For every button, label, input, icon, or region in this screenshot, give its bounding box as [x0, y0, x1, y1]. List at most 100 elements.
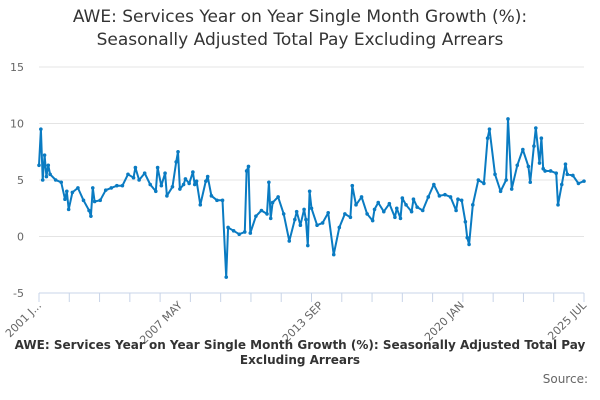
data-point	[348, 215, 353, 220]
data-point	[165, 194, 169, 198]
data-point	[205, 174, 210, 179]
data-point	[493, 172, 497, 177]
data-point	[231, 229, 236, 233]
data-point	[267, 180, 271, 185]
data-point	[103, 188, 108, 192]
data-point	[556, 203, 560, 207]
data-point	[265, 212, 269, 216]
data-point	[126, 172, 130, 177]
data-point	[563, 162, 568, 166]
data-point	[281, 212, 286, 216]
data-point	[532, 144, 536, 148]
data-point	[548, 169, 553, 173]
data-point	[37, 163, 41, 168]
data-point	[246, 164, 251, 169]
data-point	[259, 208, 264, 213]
data-point	[198, 203, 203, 207]
data-point	[81, 198, 86, 203]
data-point	[537, 161, 542, 165]
data-point	[115, 183, 119, 188]
data-point	[187, 181, 191, 186]
data-point	[204, 179, 208, 183]
data-point	[506, 117, 510, 121]
data-point	[305, 243, 310, 248]
data-point	[343, 212, 347, 216]
y-tick-label: 0	[17, 231, 24, 244]
data-point	[163, 171, 167, 176]
data-point	[420, 208, 425, 213]
x-tick-label: 2020 JAN	[422, 299, 467, 344]
data-point	[237, 232, 242, 237]
data-point	[337, 225, 342, 230]
data-point	[48, 172, 52, 177]
data-point	[394, 206, 399, 211]
data-point	[354, 203, 358, 207]
data-point	[365, 212, 369, 216]
chart-title-line-2: Seasonally Adjusted Total Pay Excluding …	[96, 30, 504, 50]
data-point	[155, 165, 160, 170]
data-point	[220, 198, 225, 203]
data-point	[400, 196, 405, 200]
data-point	[320, 221, 325, 225]
data-point	[409, 209, 414, 214]
data-point	[432, 182, 436, 187]
data-point	[159, 183, 164, 188]
data-point	[509, 187, 514, 191]
data-point	[53, 178, 58, 182]
y-tick-label: 10	[10, 118, 24, 131]
legend-item[interactable]: AWE: Services Year on Year Single Month …	[14, 338, 586, 367]
data-point	[191, 170, 195, 174]
data-point	[304, 217, 308, 222]
data-point	[326, 210, 330, 215]
data-point	[448, 195, 453, 199]
data-point	[248, 231, 253, 235]
data-point	[415, 205, 419, 209]
data-point	[268, 216, 273, 221]
data-point	[44, 174, 49, 179]
data-point	[454, 208, 458, 213]
data-point	[76, 186, 80, 190]
data-point	[181, 182, 186, 187]
x-tick-label: 2001 J...	[3, 299, 44, 340]
data-point	[209, 194, 214, 198]
data-point	[476, 178, 481, 182]
data-point	[465, 235, 470, 240]
data-point	[582, 179, 586, 183]
data-point	[534, 126, 538, 130]
data-point	[359, 195, 364, 199]
data-point	[387, 201, 392, 206]
data-point	[482, 181, 486, 186]
data-point	[40, 178, 45, 182]
data-point	[528, 180, 533, 185]
data-point	[426, 195, 431, 199]
grid-lines	[39, 66, 584, 237]
data-point	[65, 189, 69, 194]
data-point	[133, 165, 138, 170]
y-tick-label: -5	[13, 287, 24, 300]
data-point	[411, 197, 416, 202]
source-label: Source:	[542, 372, 588, 386]
data-point	[183, 177, 188, 181]
data-point	[137, 178, 141, 182]
chart-title: AWE: Services Year on Year Single Month …	[0, 6, 600, 52]
data-point	[539, 136, 544, 140]
data-point	[153, 189, 158, 194]
data-point	[87, 208, 91, 213]
data-point	[294, 209, 299, 214]
data-point	[381, 209, 386, 214]
data-point	[254, 214, 258, 218]
data-point	[463, 220, 468, 224]
data-point	[498, 189, 503, 194]
data-point	[194, 179, 199, 183]
data-point	[521, 147, 525, 152]
data-point	[437, 194, 442, 198]
data-point	[92, 199, 97, 204]
data-point	[178, 187, 182, 191]
data-point	[176, 149, 180, 154]
data-point	[467, 242, 471, 247]
data-point	[350, 183, 355, 188]
data-point	[66, 207, 71, 212]
data-point	[393, 215, 397, 220]
data-point	[70, 190, 75, 195]
data-point	[376, 200, 381, 205]
